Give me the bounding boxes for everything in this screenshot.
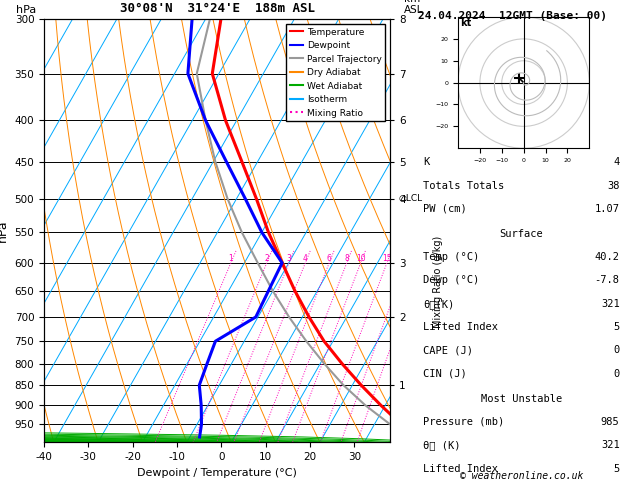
Text: Temp (°C): Temp (°C) [423,252,479,262]
X-axis label: Dewpoint / Temperature (°C): Dewpoint / Temperature (°C) [137,468,297,478]
Text: Lifted Index: Lifted Index [423,464,498,473]
Legend: Temperature, Dewpoint, Parcel Trajectory, Dry Adiabat, Wet Adiabat, Isotherm, Mi: Temperature, Dewpoint, Parcel Trajectory… [286,24,386,122]
Text: 321: 321 [601,440,620,450]
Text: 1.07: 1.07 [594,204,620,214]
Text: PW (cm): PW (cm) [423,204,467,214]
Text: Lifted Index: Lifted Index [423,322,498,332]
Text: © weatheronline.co.uk: © weatheronline.co.uk [460,471,583,481]
Text: 0: 0 [613,346,620,355]
Text: θᴄ(K): θᴄ(K) [423,299,455,309]
Text: ○LCL: ○LCL [399,194,423,203]
Text: 5: 5 [613,322,620,332]
Y-axis label: hPa: hPa [0,220,9,242]
Text: 3: 3 [287,254,291,263]
Text: 2: 2 [264,254,269,263]
Text: Mixing Ratio (g/kg): Mixing Ratio (g/kg) [433,235,443,328]
Text: K: K [423,157,430,167]
Text: CIN (J): CIN (J) [423,369,467,379]
Text: Pressure (mb): Pressure (mb) [423,417,504,427]
Text: 40.2: 40.2 [594,252,620,262]
Text: 38: 38 [607,181,620,191]
Text: CAPE (J): CAPE (J) [423,346,473,355]
Text: km
ASL: km ASL [404,0,423,15]
Text: 4: 4 [613,157,620,167]
Text: kt: kt [460,18,472,28]
Text: 8: 8 [345,254,349,263]
Text: 4: 4 [303,254,308,263]
Text: -7.8: -7.8 [594,276,620,285]
Text: θᴄ (K): θᴄ (K) [423,440,461,450]
Text: 15: 15 [382,254,392,263]
Text: Totals Totals: Totals Totals [423,181,504,191]
Text: 30°08'N  31°24'E  188m ASL: 30°08'N 31°24'E 188m ASL [120,2,314,15]
Text: 5: 5 [613,464,620,473]
Text: 0: 0 [613,369,620,379]
Text: Surface: Surface [499,229,543,239]
Text: Dewp (°C): Dewp (°C) [423,276,479,285]
Text: Most Unstable: Most Unstable [481,394,562,403]
Text: 1: 1 [228,254,233,263]
Text: hPa: hPa [16,5,36,15]
Text: 24.04.2024  12GMT (Base: 00): 24.04.2024 12GMT (Base: 00) [418,11,607,21]
Text: 6: 6 [327,254,331,263]
Text: 985: 985 [601,417,620,427]
Text: 321: 321 [601,299,620,309]
Text: 10: 10 [356,254,365,263]
